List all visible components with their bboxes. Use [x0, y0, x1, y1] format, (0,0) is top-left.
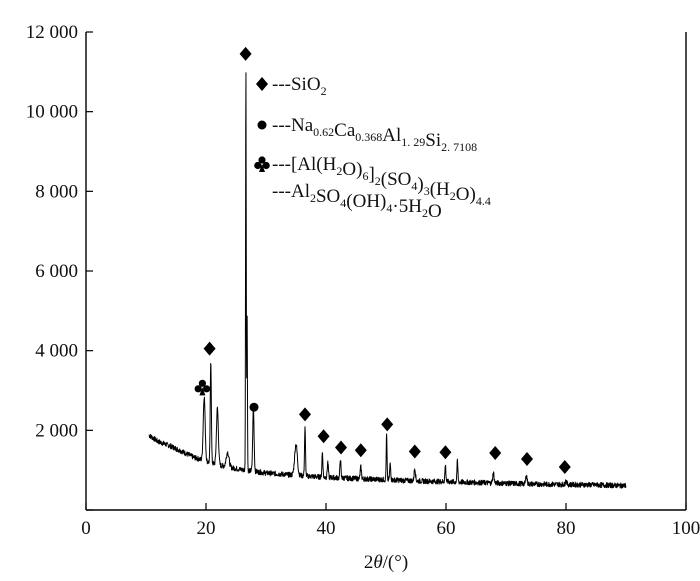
x-tick-label: 40 [317, 518, 336, 539]
y-tick-label: 10 000 [26, 102, 78, 123]
y-tick-label: 8 000 [35, 181, 78, 202]
x-tick-label: 80 [557, 518, 576, 539]
legend-circle-symbol [258, 121, 267, 130]
x-tick-label: 20 [197, 518, 216, 539]
x-axis-title: 2θ/(°) [364, 552, 408, 573]
x-tick-label: 0 [81, 518, 91, 539]
circle-marker [250, 403, 259, 412]
y-tick-label: 6 000 [35, 261, 78, 282]
y-tick-label: 12 000 [26, 22, 78, 43]
x-tick-label: 60 [437, 518, 456, 539]
y-tick-label: 4 000 [35, 341, 78, 362]
y-tick-label: 2 000 [35, 420, 78, 441]
x-tick-label: 100 [672, 518, 700, 539]
legend-label: ---SiO2 [272, 74, 327, 98]
